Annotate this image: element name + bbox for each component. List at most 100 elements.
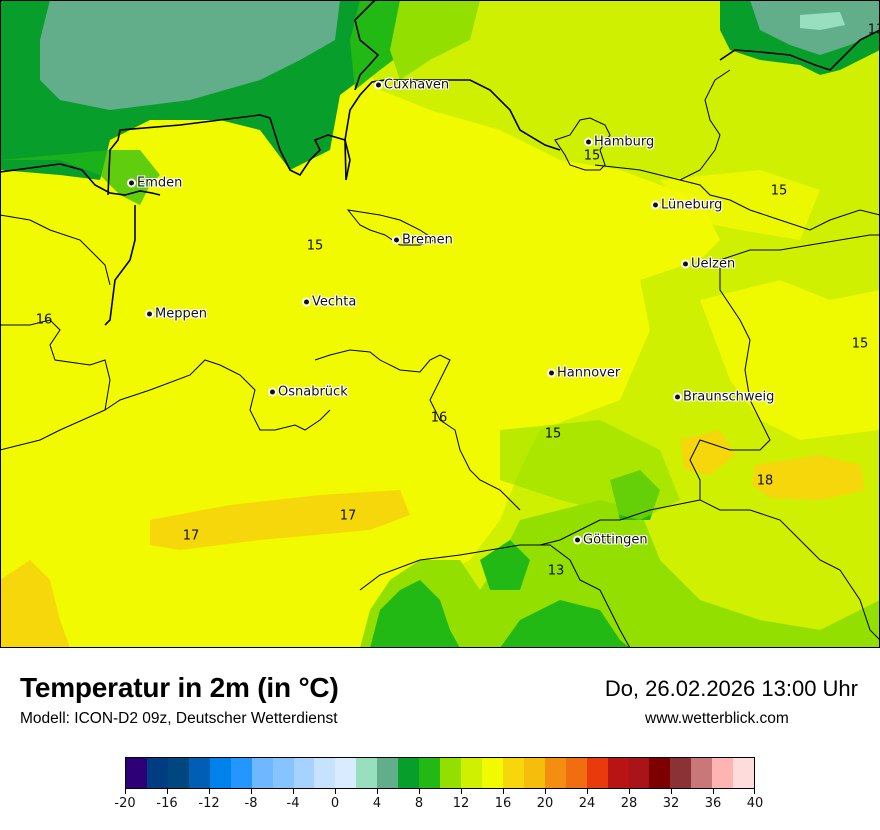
city-dot-icon <box>675 394 680 400</box>
city-marker: Braunschweig <box>675 390 774 405</box>
legend-tick <box>587 789 588 794</box>
legend-tick <box>209 789 210 794</box>
legend-color-segment <box>502 758 524 788</box>
city-dot-icon <box>586 139 591 145</box>
city-dot-icon <box>270 389 275 395</box>
city-label: Göttingen <box>583 532 648 548</box>
legend-color-segment <box>607 758 629 788</box>
legend-tick-label: -8 <box>244 796 258 811</box>
legend-tick <box>335 789 336 794</box>
city-marker: Cuxhaven <box>376 78 449 93</box>
legend-tick <box>461 789 462 794</box>
website-link[interactable]: www.wetterblick.com <box>645 710 789 727</box>
city-dot-icon <box>394 237 399 243</box>
map-title: Temperatur in 2m (in °C) <box>20 672 339 703</box>
legend-color-segment <box>691 758 713 788</box>
city-label: Hannover <box>557 365 621 381</box>
legend-tick-label: -16 <box>156 796 178 811</box>
legend-color-segment <box>209 758 231 788</box>
legend-tick <box>754 789 755 794</box>
contour-label: 17 <box>182 528 200 544</box>
legend-color-segment <box>670 758 692 788</box>
legend-color-segment <box>523 758 545 788</box>
legend-tick <box>125 789 126 794</box>
legend-tick <box>377 789 378 794</box>
legend-tick-label: 20 <box>536 796 554 811</box>
legend-color-segment <box>167 758 189 788</box>
city-marker: Emden <box>129 176 182 191</box>
legend-color-segment <box>398 758 420 788</box>
contour-label: 15 <box>583 148 601 164</box>
legend-color-segment <box>419 758 441 788</box>
city-label: Cuxhaven <box>384 77 450 93</box>
color-legend-bar <box>125 757 755 789</box>
forecast-datetime: Do, 26.02.2026 13:00 Uhr <box>604 676 858 701</box>
legend-tick-label: 40 <box>746 796 764 811</box>
city-marker: Göttingen <box>575 533 648 548</box>
city-marker: Hamburg <box>586 135 654 150</box>
contour-label: 13 <box>547 563 565 579</box>
contour-label: 17 <box>339 508 357 524</box>
legend-color-segment <box>356 758 378 788</box>
legend-tick-label: 4 <box>372 796 382 811</box>
contour-label: 18 <box>756 473 774 489</box>
city-marker: Uelzen <box>683 257 735 272</box>
legend-color-segment <box>481 758 503 788</box>
legend-color-segment <box>314 758 336 788</box>
city-label: Vechta <box>312 294 357 310</box>
legend-tick <box>293 789 294 794</box>
city-dot-icon <box>653 202 658 208</box>
contour-label: 15 <box>544 426 562 442</box>
city-dot-icon <box>304 299 309 305</box>
legend-tick <box>251 789 252 794</box>
legend-tick-label: 28 <box>620 796 638 811</box>
legend-tick <box>545 789 546 794</box>
legend-tick-label: -12 <box>198 796 220 811</box>
contour-label: 15 <box>306 238 324 254</box>
legend-color-segment <box>126 758 147 788</box>
legend-color-segment <box>733 758 755 788</box>
city-marker: Osnabrück <box>270 385 348 400</box>
legend-color-segment <box>628 758 650 788</box>
city-marker: Lüneburg <box>653 198 722 213</box>
legend-color-segment <box>293 758 315 788</box>
legend-tick <box>167 789 168 794</box>
legend-color-segment <box>565 758 587 788</box>
city-label: Uelzen <box>691 256 736 272</box>
city-dot-icon <box>147 311 152 317</box>
city-dot-icon <box>575 537 580 543</box>
legend-tick-label: 24 <box>578 796 596 811</box>
map-canvas <box>0 0 880 648</box>
legend-tick <box>629 789 630 794</box>
legend-color-segment <box>146 758 168 788</box>
city-dot-icon <box>376 82 381 88</box>
legend-color-segment <box>586 758 608 788</box>
city-label: Lüneburg <box>661 197 723 213</box>
contour-label: 13 <box>867 22 880 38</box>
city-label: Osnabrück <box>278 384 348 400</box>
legend-color-segment <box>712 758 734 788</box>
legend-tick <box>503 789 504 794</box>
color-legend-ticks: -20 -16 -12 -8 -4 0 4 8 12 16 20 24 28 32 36 40 <box>114 789 763 819</box>
contour-label: 15 <box>770 183 788 199</box>
city-marker: Meppen <box>147 307 207 322</box>
legend-color-segment <box>230 758 252 788</box>
legend-tick <box>671 789 672 794</box>
legend-tick-label: 0 <box>330 796 340 811</box>
legend-tick-label: 16 <box>494 796 512 811</box>
legend-color-segment <box>377 758 399 788</box>
city-marker: Bremen <box>394 233 453 248</box>
city-label: Braunschweig <box>683 389 775 405</box>
city-label: Bremen <box>402 232 453 248</box>
city-label: Hamburg <box>594 134 655 150</box>
legend-tick-label: 32 <box>662 796 680 811</box>
contour-label: 15 <box>851 336 869 352</box>
legend-tick <box>713 789 714 794</box>
legend-color-segment <box>440 758 461 788</box>
legend-color-segment <box>544 758 566 788</box>
city-dot-icon <box>683 261 688 267</box>
legend-tick-label: 8 <box>414 796 424 811</box>
legend-color-segment <box>649 758 671 788</box>
contour-label: 16 <box>430 410 448 426</box>
city-marker: Vechta <box>304 295 356 310</box>
